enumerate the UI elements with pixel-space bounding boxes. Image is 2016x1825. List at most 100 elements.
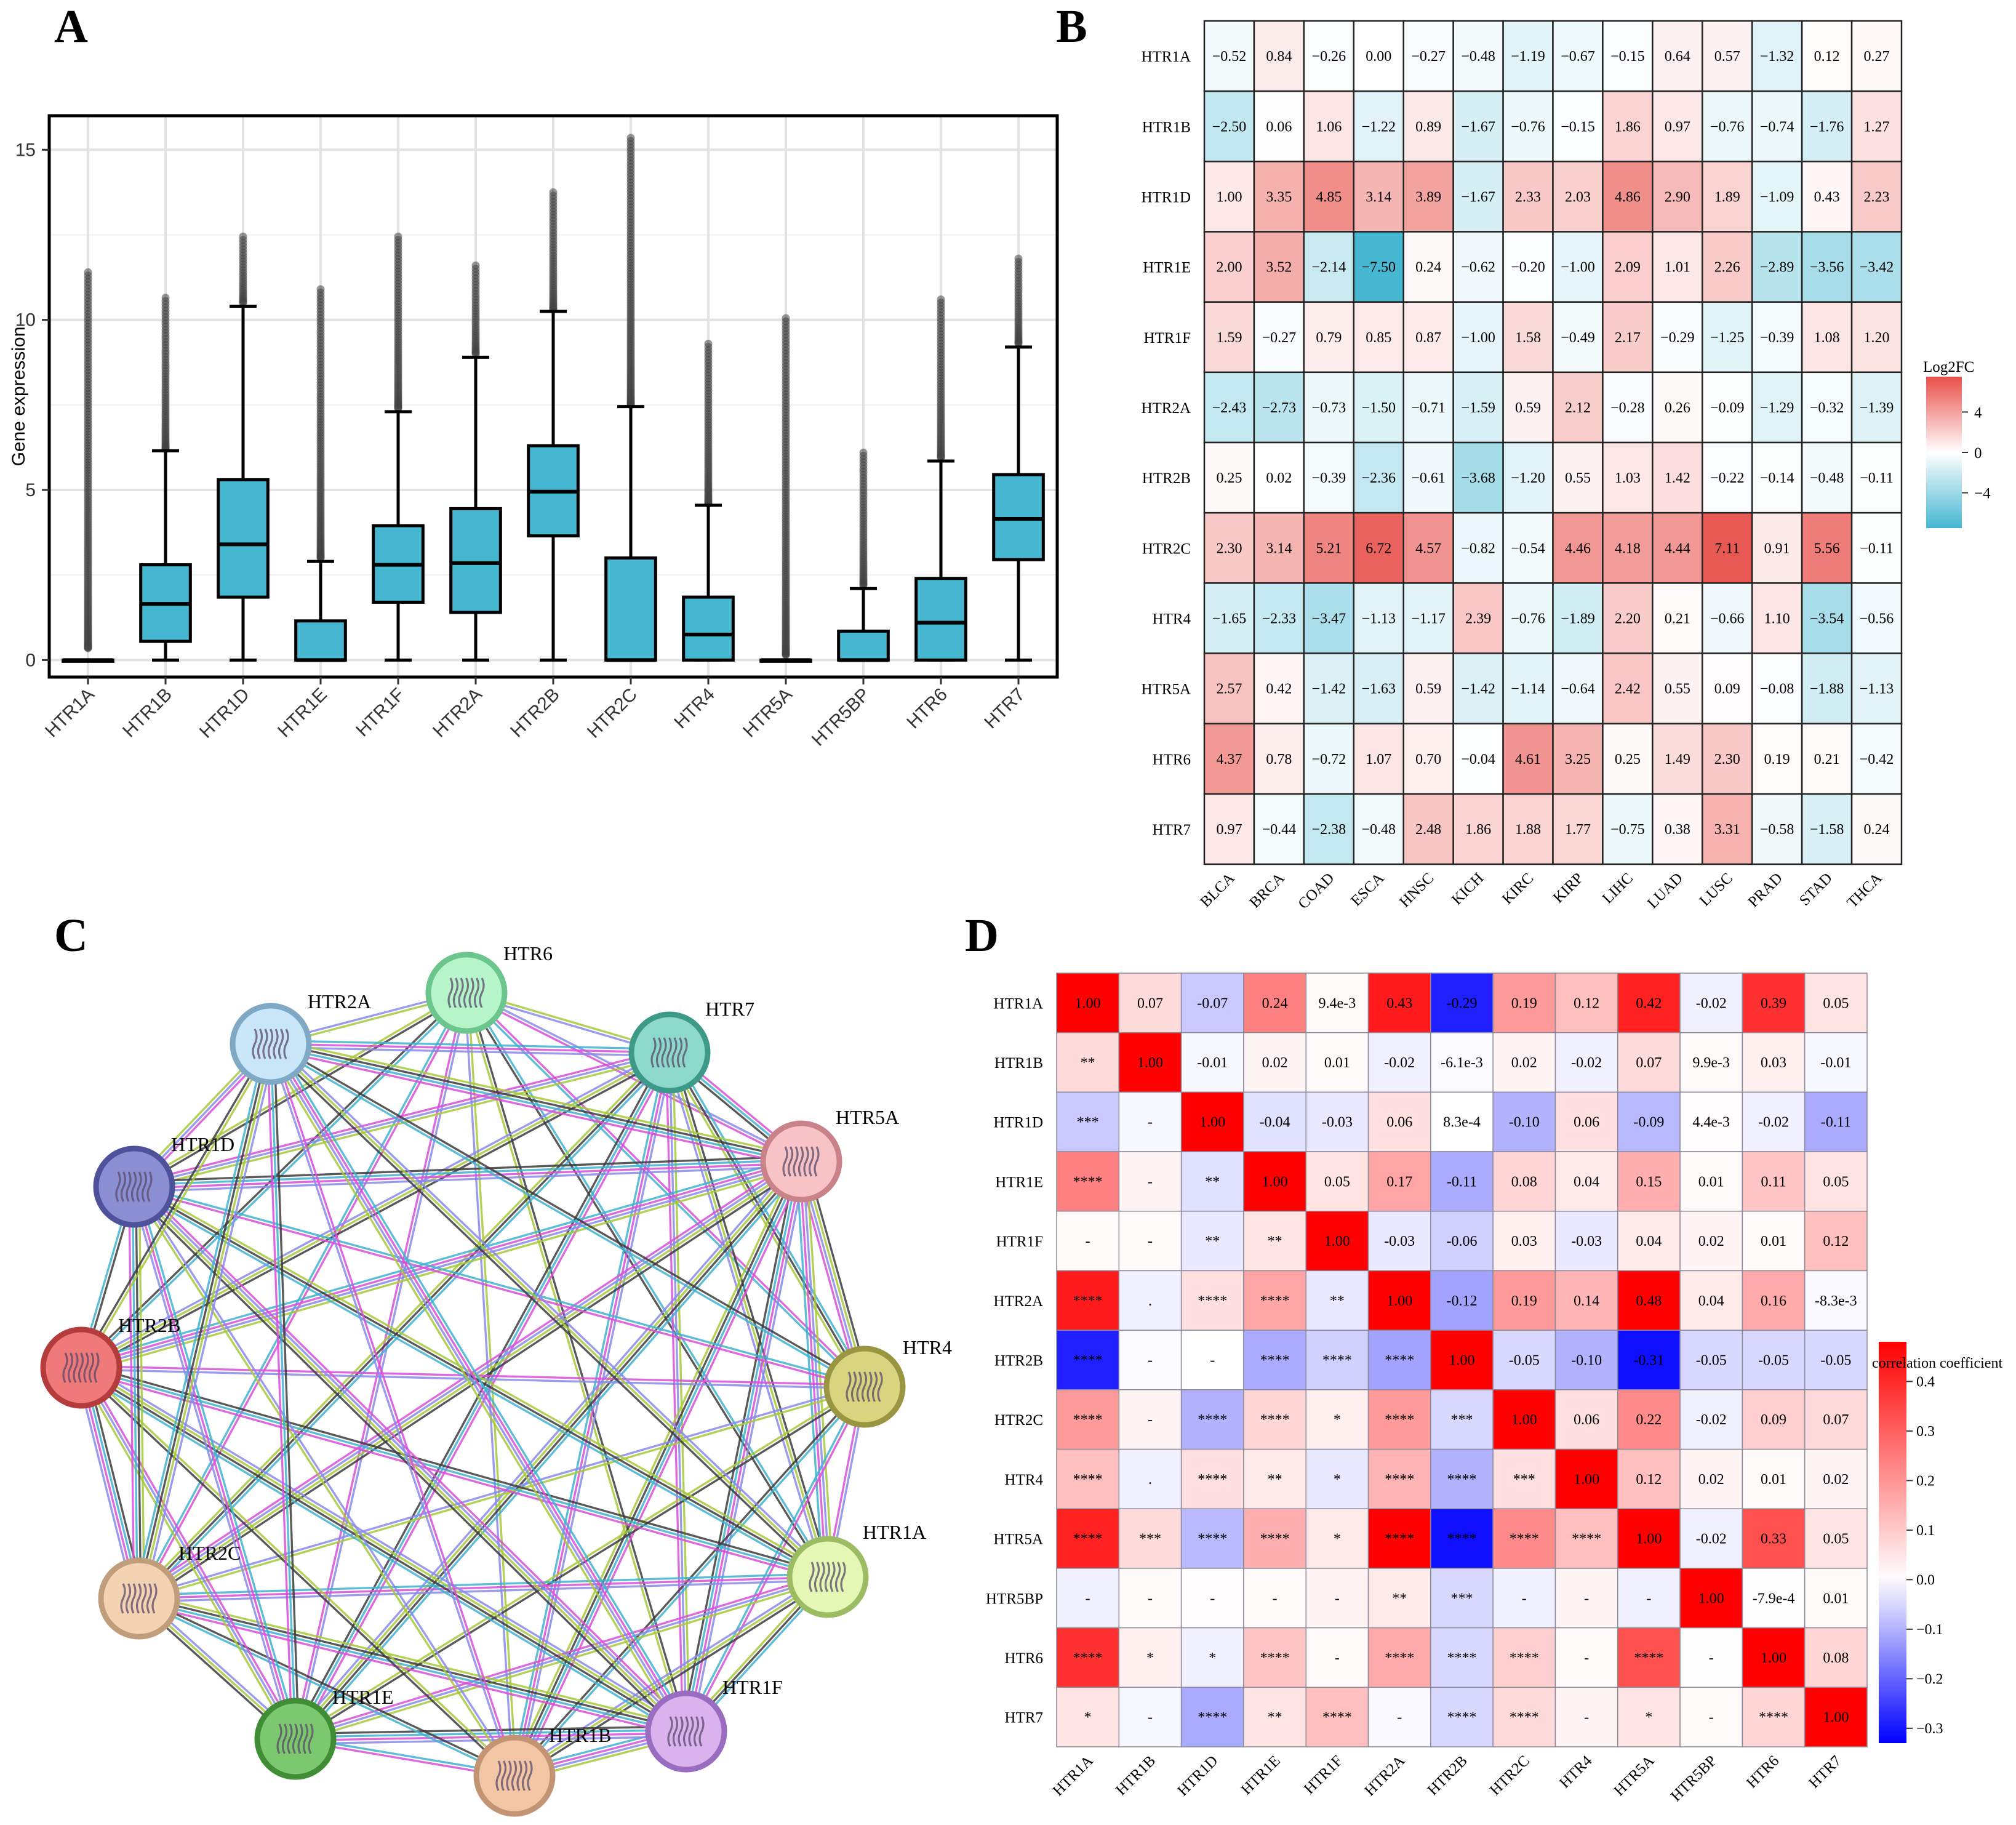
network-edge <box>81 1368 865 1390</box>
cell-label: -0.11 <box>1821 1115 1851 1131</box>
helix-stroke <box>793 1146 799 1177</box>
node-label: HTR4 <box>903 1336 952 1358</box>
heatmap-cell <box>1554 1448 1618 1509</box>
cell-label: 0.09 <box>1714 681 1740 697</box>
cell-label: −1.19 <box>1511 49 1545 65</box>
cell-label: 0.06 <box>1386 1115 1412 1131</box>
outliers-HTR1A <box>84 268 92 652</box>
network-edge <box>690 1162 807 1733</box>
network-edge <box>138 1384 865 1598</box>
network-node-htr1d: HTR1D <box>93 1133 234 1228</box>
heatmap-cell <box>1742 1151 1806 1212</box>
cell-label: −0.09 <box>1710 400 1745 416</box>
cell-label: - <box>1148 1590 1153 1606</box>
heatmap-cell <box>1652 20 1703 92</box>
cell-label: −1.42 <box>1312 681 1346 697</box>
heatmap-cell <box>1554 1389 1618 1450</box>
outliers-HTR7 <box>1014 254 1023 348</box>
heatmap-cell <box>1850 652 1903 724</box>
heatmap-cell <box>1602 90 1654 162</box>
helix-stroke <box>819 1562 825 1592</box>
network-edge <box>270 1043 670 1054</box>
heatmap-cell <box>1652 511 1703 584</box>
cell-label: **** <box>1322 1353 1352 1369</box>
cell-label: −0.39 <box>1312 470 1346 486</box>
cell-label: -0.29 <box>1447 995 1478 1011</box>
network-edge <box>467 992 689 1731</box>
network-edge <box>270 1043 829 1578</box>
cell-label: 0.55 <box>1665 681 1690 697</box>
helix-stroke <box>661 1037 667 1068</box>
cell-label: 0.19 <box>1511 995 1537 1011</box>
cell-label: −1.42 <box>1461 681 1495 697</box>
cell-label: **** <box>1510 1531 1539 1547</box>
cell-label: 0.91 <box>1764 540 1790 556</box>
heatmap-cell <box>1751 441 1803 514</box>
cell-label: - <box>1397 1710 1402 1726</box>
heatmap-cell <box>1305 1687 1369 1747</box>
row-label: HTR1F <box>996 1233 1043 1250</box>
helix-stroke <box>506 1760 512 1791</box>
x-tick-label: HTR2B <box>506 684 564 742</box>
cell-label: 0.00 <box>1366 49 1391 65</box>
heatmap-cell <box>1180 1211 1244 1272</box>
row-label: HTR1D <box>993 1115 1043 1131</box>
heatmap-cell <box>1850 441 1903 514</box>
cell-label: -0.02 <box>1696 1412 1727 1428</box>
heatmap-cell <box>1502 161 1554 233</box>
row-label: HTR5A <box>1141 681 1191 698</box>
cell-label: 0.11 <box>1761 1174 1786 1190</box>
cell-label: ** <box>1268 1472 1282 1488</box>
col-label: HTR6 <box>1743 1752 1782 1791</box>
heatmap-cell <box>1742 1687 1806 1747</box>
network-edge <box>83 1365 300 1738</box>
heatmap-cell <box>1502 301 1554 374</box>
heatmap-cell <box>1367 1568 1431 1629</box>
heatmap-cell <box>1305 1151 1369 1212</box>
heatmap-cell <box>1452 90 1504 162</box>
legend-colorbar <box>1879 1342 1906 1743</box>
cell-label: -0.02 <box>1696 1531 1727 1547</box>
outlier-point <box>1014 254 1023 263</box>
heatmap-cell <box>1243 1687 1306 1747</box>
legend-colorbar <box>1926 377 1962 528</box>
legend-title: Log2FC <box>1923 359 1974 375</box>
helix-stroke <box>130 1171 137 1202</box>
cell-label: 1.00 <box>1324 1233 1350 1249</box>
network-edge <box>133 1187 865 1390</box>
cell-label: **** <box>1260 1293 1290 1309</box>
heatmap-cell <box>1492 1627 1556 1688</box>
network-edge <box>668 1052 866 1387</box>
cell-label: −0.71 <box>1411 400 1446 416</box>
heatmap-cell <box>1452 20 1504 92</box>
network-edge <box>79 1042 271 1368</box>
heatmap-cell <box>1502 793 1554 865</box>
network-edge <box>132 1187 686 1734</box>
heatmap-cell <box>1742 1627 1806 1688</box>
helix-stroke <box>276 1723 282 1754</box>
heatmap-cell <box>1801 20 1853 92</box>
heatmap-cell <box>1492 1091 1556 1152</box>
heatmap-cell <box>1602 793 1654 865</box>
network-edge <box>138 1572 828 1597</box>
row-label: HTR1D <box>1141 189 1191 206</box>
ppi-network-panel: HTR6 HTR7 HTR5A HTR4 HTR1A HTR1F HTR1B HTR1E HTR… <box>40 942 952 1817</box>
heatmap-cell <box>1679 1687 1743 1747</box>
cell-label: 0.38 <box>1665 822 1690 838</box>
cell-label: −3.56 <box>1810 260 1844 276</box>
protein-structure-icon <box>782 1146 820 1177</box>
cell-label: -0.01 <box>1197 1055 1228 1071</box>
network-edge <box>133 1042 267 1598</box>
cell-label: -0.02 <box>1758 1115 1789 1131</box>
heatmap-cell <box>1679 1032 1743 1093</box>
outliers-HTR1D <box>239 232 247 307</box>
helix-stroke <box>94 1352 100 1383</box>
cell-label: - <box>1086 1233 1090 1249</box>
col-label: HTR5A <box>1611 1752 1658 1799</box>
cell-label: 2.90 <box>1665 189 1690 205</box>
network-edge <box>514 1387 867 1778</box>
cell-label: 2.39 <box>1465 611 1491 627</box>
x-tick-label: HTR5BP <box>808 684 874 750</box>
cell-label: 0.22 <box>1636 1412 1662 1428</box>
heatmap-cell <box>1502 511 1554 584</box>
